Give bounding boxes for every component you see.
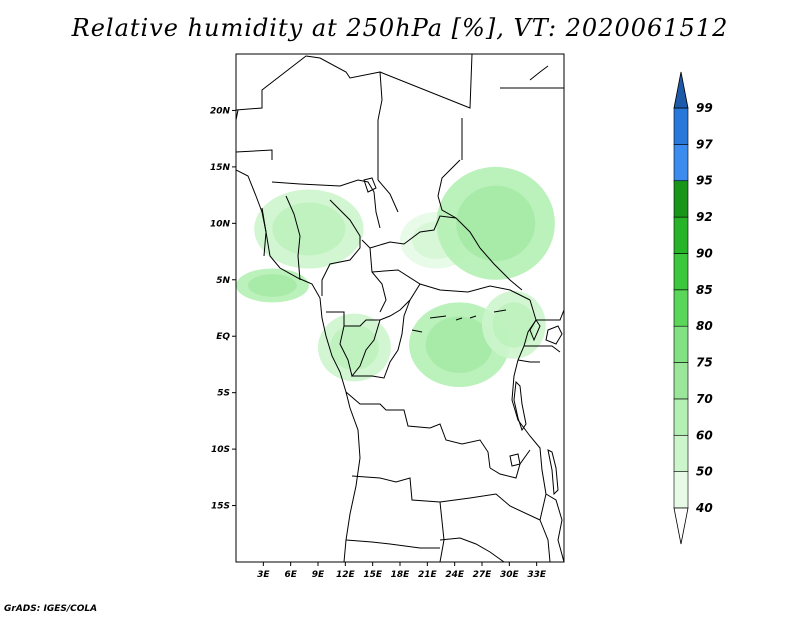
colorbar-segment [673,289,689,327]
border [379,283,421,321]
border [345,539,440,549]
colorbar-segment [673,180,689,218]
y-tick-label: 10N [210,219,231,229]
border [377,179,399,213]
x-tick-label: 6E [284,570,297,580]
y-tick-label: 15N [210,163,231,173]
colorbar-segment [673,362,689,400]
border [236,55,307,111]
humidity-core [272,202,346,256]
colorbar-segment [673,144,689,182]
border [511,299,547,495]
colorbar-label: 90 [696,246,713,260]
grads-credit: GrADS: IGES/COLA [4,604,98,614]
y-tick-label: EQ [216,332,230,342]
colorbar-label: 95 [696,174,713,188]
border [236,149,273,160]
x-tick-label: 24E [445,570,465,580]
border [371,269,531,301]
border [439,493,547,521]
y-tick-label: 15S [211,502,230,512]
border [437,159,461,197]
border [352,299,411,379]
border [285,195,301,281]
colorbar-segment [673,107,689,145]
border [517,359,540,363]
humidity-core [330,324,379,371]
border [439,501,445,562]
x-tick-label: 9E [312,570,325,580]
x-axis: 3E 6E 9E 12E 15E 18E 21E 24E 27E 30E 33E [257,562,547,580]
coastline-north [236,109,239,170]
border [345,391,491,469]
colorbar-segment [673,253,689,291]
colorbar-label: 97 [696,137,713,151]
colorbar-label: 80 [696,319,713,333]
border [321,199,361,296]
x-tick-label: 18E [391,570,411,580]
border [351,475,441,503]
x-tick-label: 33E [527,570,547,580]
humidity-field [236,166,555,388]
country-borders [236,54,564,562]
lake-victoria [545,325,563,345]
humidity-core [425,316,493,373]
colorbar-segment [673,398,689,436]
lake-chad [363,177,377,193]
colorbar-label: 92 [696,210,713,224]
lake-albert [529,319,541,342]
colorbar-label: 70 [696,392,713,406]
border [339,319,381,378]
border [479,247,523,291]
y-tick-label: 20N [210,106,231,116]
colorbar-segment [673,471,689,509]
colorbar-label: 75 [696,356,713,370]
colorbar-above-arrow [673,71,689,109]
border [524,345,561,353]
colorbar-below-arrow [673,507,689,545]
colorbar-segment [673,216,689,254]
colorbar-segment [673,325,689,363]
map-title: Relative humidity at 250hPa [%], VT: 202… [71,14,729,42]
border [489,449,531,479]
y-tick-label: 10S [211,445,230,455]
colorbar-label: 50 [696,465,713,479]
humidity-core [492,302,536,348]
border [439,537,505,562]
border [305,55,383,180]
humidity-core [456,185,536,261]
y-axis: 20N 15N 10N 5N EQ 5S 10S 15S [210,106,236,512]
x-tick-label: 15E [363,570,383,580]
coast-north-east [529,65,549,81]
colorbar: 40 50 60 70 75 80 85 90 92 95 97 99 [673,71,713,545]
border [536,309,564,321]
y-tick-label: 5N [216,276,230,286]
border [326,311,380,327]
colorbar-label: 85 [696,283,713,297]
colorbar-label: 99 [696,101,713,115]
border [379,54,473,109]
border [539,519,551,562]
border [369,215,457,249]
x-tick-label: 30E [500,570,520,580]
y-tick-label: 5S [217,389,230,399]
x-tick-label: 3E [257,570,270,580]
x-tick-label: 21E [418,570,438,580]
colorbar-segment [673,434,689,472]
border [545,493,564,562]
river-marks [411,309,507,333]
humidity-core [248,274,297,297]
colorbar-label: 40 [695,501,713,515]
x-tick-label: 27E [473,570,493,580]
border [361,239,387,313]
lake-tanganyika [513,380,527,432]
border [271,179,381,229]
x-tick-label: 12E [336,570,356,580]
colorbar-label: 60 [696,428,713,442]
lake-malawi [547,449,559,496]
lake [509,453,521,467]
border [261,207,267,257]
